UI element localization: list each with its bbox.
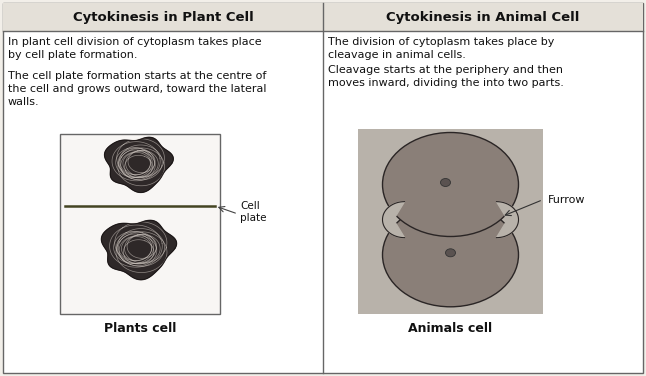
Text: Plants cell: Plants cell bbox=[104, 321, 176, 335]
Text: Cell
plate: Cell plate bbox=[240, 201, 267, 223]
Text: Animals cell: Animals cell bbox=[408, 321, 492, 335]
Bar bbox=[3, 3, 643, 31]
Ellipse shape bbox=[441, 179, 450, 186]
Bar bbox=[358, 129, 543, 314]
Polygon shape bbox=[382, 202, 404, 238]
Bar bbox=[60, 134, 220, 314]
Ellipse shape bbox=[382, 132, 519, 237]
Text: Cleavage starts at the periphery and then
moves inward, dividing the into two pa: Cleavage starts at the periphery and the… bbox=[328, 65, 564, 88]
Text: The division of cytoplasm takes place by
cleavage in animal cells.: The division of cytoplasm takes place by… bbox=[328, 37, 554, 60]
Text: Cytokinesis in Animal Cell: Cytokinesis in Animal Cell bbox=[386, 11, 579, 23]
Polygon shape bbox=[497, 202, 519, 238]
Text: Furrow: Furrow bbox=[548, 195, 585, 205]
Text: The cell plate formation starts at the centre of
the cell and grows outward, tow: The cell plate formation starts at the c… bbox=[8, 71, 267, 108]
Text: Cytokinesis in Plant Cell: Cytokinesis in Plant Cell bbox=[72, 11, 253, 23]
Polygon shape bbox=[101, 220, 176, 280]
Ellipse shape bbox=[382, 203, 519, 307]
Text: In plant cell division of cytoplasm takes place
by cell plate formation.: In plant cell division of cytoplasm take… bbox=[8, 37, 262, 60]
Ellipse shape bbox=[446, 249, 455, 257]
Polygon shape bbox=[105, 137, 173, 193]
